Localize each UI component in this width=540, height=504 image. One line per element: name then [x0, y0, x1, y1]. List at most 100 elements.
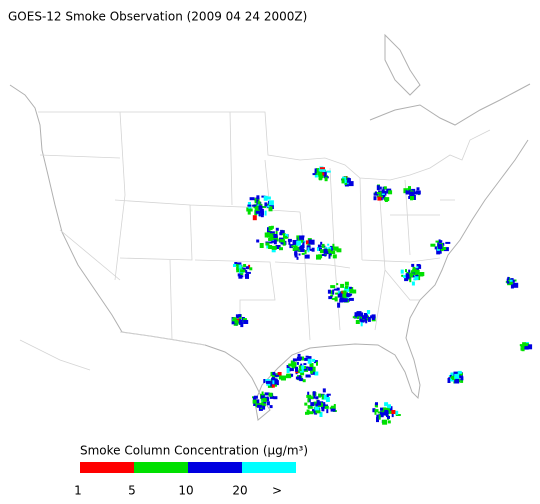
smoke-pixel [301, 252, 305, 255]
smoke-pixel [360, 322, 363, 327]
smoke-pixel [333, 404, 336, 406]
smoke-pixel [374, 191, 377, 195]
smoke-pixel [314, 168, 317, 174]
smoke-pixel [405, 190, 410, 195]
smoke-pixel [408, 191, 412, 194]
smoke-pixel [259, 243, 264, 248]
smoke-pixel [236, 268, 241, 273]
smoke-pixel [265, 242, 270, 246]
smoke-pixel [329, 407, 332, 410]
smoke-pixel [289, 368, 294, 372]
smoke-pixel [278, 375, 282, 380]
smoke-pixel [384, 198, 388, 202]
smoke-pixel [372, 408, 376, 413]
smoke-pixel [415, 190, 421, 195]
smoke-pixel [520, 344, 525, 348]
smoke-pixel [329, 245, 333, 251]
smoke-pixel [310, 370, 314, 374]
smoke-pixel [528, 344, 533, 350]
smoke-pixel [308, 366, 314, 371]
smoke-pixel [375, 402, 378, 406]
smoke-pixel [346, 293, 352, 297]
smoke-pixel [263, 398, 266, 402]
smoke-pixel [234, 262, 238, 264]
smoke-pixel [286, 374, 291, 379]
smoke-pixel [296, 358, 301, 361]
smoke-pixel [299, 368, 302, 371]
smoke-pixel [237, 273, 242, 277]
smoke-pixel [310, 402, 315, 407]
smoke-pixel [316, 168, 319, 173]
smoke-pixel [307, 406, 313, 409]
smoke-pixel [320, 241, 323, 245]
smoke-pixel [348, 181, 354, 187]
smoke-pixel [301, 365, 305, 370]
smoke-pixel [460, 378, 464, 383]
smoke-pixel [523, 343, 529, 347]
smoke-pixel [381, 193, 385, 195]
smoke-pixel [309, 411, 314, 415]
smoke-pixel [408, 186, 411, 192]
smoke-pixel [270, 383, 273, 387]
smoke-pixel [272, 380, 275, 385]
smoke-pixel [387, 404, 391, 409]
smoke-pixel [266, 245, 269, 249]
legend-title: Smoke Column Concentration (μg/m³) [80, 444, 308, 458]
smoke-pixel [309, 394, 312, 399]
smoke-pixel [408, 272, 413, 278]
smoke-pixel [288, 367, 291, 372]
smoke-pixel [264, 232, 268, 238]
smoke-pixel [359, 318, 363, 322]
smoke-pixel [316, 254, 321, 260]
smoke-pixel [387, 420, 391, 424]
smoke-pixel [293, 246, 298, 251]
smoke-pixel [342, 290, 347, 293]
smoke-pixel [286, 365, 290, 368]
smoke-pixel [265, 380, 271, 384]
smoke-pixel [288, 240, 291, 245]
smoke-pixel [280, 230, 285, 234]
smoke-pixel [321, 407, 325, 412]
smoke-pixel [268, 206, 273, 212]
smoke-pixel [344, 180, 347, 183]
smoke-pixel [507, 276, 510, 280]
smoke-pixel [268, 200, 274, 206]
color-bin [134, 462, 188, 473]
smoke-pixel [367, 316, 371, 322]
smoke-pixel [305, 411, 309, 415]
smoke-pixel [341, 178, 345, 184]
smoke-pixel [270, 234, 274, 240]
smoke-pixel [322, 403, 326, 407]
smoke-pixel [275, 231, 278, 234]
coastline [9, 84, 529, 421]
smoke-pixel [295, 371, 299, 374]
smoke-pixel [318, 401, 322, 406]
smoke-pixel [295, 376, 299, 380]
smoke-pixel [305, 355, 309, 358]
smoke-pixel [268, 392, 273, 397]
smoke-pixel [336, 287, 340, 291]
smoke-pixel [384, 402, 389, 407]
smoke-pixel [248, 264, 251, 269]
smoke-pixel [238, 264, 242, 269]
smoke-pixel [388, 406, 393, 412]
smoke-pixel [231, 321, 237, 325]
smoke-pixel [328, 246, 332, 250]
smoke-pixel [281, 239, 286, 245]
smoke-pixel [330, 405, 336, 410]
smoke-pixel [321, 394, 324, 400]
smoke-pixel [256, 199, 259, 205]
smoke-pixel [349, 289, 354, 294]
smoke-pixel [243, 264, 247, 267]
smoke-pixel [254, 207, 260, 212]
smoke-pixel [255, 402, 259, 408]
smoke-pixel [520, 347, 523, 351]
smoke-pixel [312, 366, 316, 372]
smoke-pixel [271, 378, 275, 381]
smoke-pixel [401, 274, 404, 277]
smoke-pixel [414, 269, 420, 275]
smoke-pixel [271, 382, 275, 388]
smoke-pixel [378, 414, 381, 420]
smoke-pixel [335, 292, 339, 295]
smoke-pixel [352, 289, 357, 294]
